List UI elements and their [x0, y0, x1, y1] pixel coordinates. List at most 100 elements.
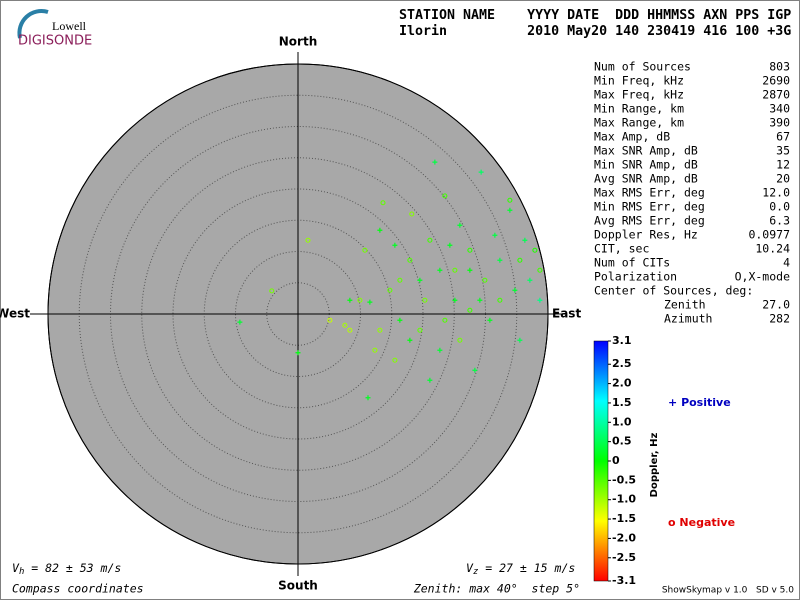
center-value: 282: [769, 312, 790, 326]
stat-value: 4: [783, 256, 790, 270]
stat-label: Doppler Res, Hz: [594, 228, 698, 242]
direction-label: North: [279, 35, 317, 49]
source-positive: [477, 297, 483, 303]
stat-value: 10.24: [755, 242, 790, 256]
center-label: Zenith: [664, 298, 706, 312]
logo-bottom: DIGISONDE: [18, 34, 92, 49]
text-part: Positive: [681, 396, 731, 409]
stat-label: Max SNR Amp, dB: [594, 144, 698, 158]
source-positive: [407, 337, 413, 343]
source-negative: [409, 211, 415, 217]
colorbar-tick-label: 2.5: [612, 357, 632, 370]
source-negative: [442, 193, 448, 199]
source-positive: [392, 242, 398, 248]
header-line: STATION NAME YYYY DATE DDD HHMMSS AXN PP…: [399, 8, 791, 23]
direction-label: East: [552, 307, 581, 321]
legend-entry: o Negative: [668, 516, 735, 529]
source-negative: [457, 337, 463, 343]
stat-label: Num of CITs: [594, 256, 670, 270]
stat-value: 12: [776, 158, 790, 172]
center-title: Center of Sources, deg:: [594, 284, 753, 298]
stat-value: 20: [776, 172, 790, 186]
source-positive: [447, 242, 453, 248]
source-negative: [427, 237, 433, 243]
stat-value: O,X-mode: [735, 270, 790, 284]
stat-label: Min SNR Amp, dB: [594, 158, 698, 172]
stat-value: 0.0: [769, 200, 790, 214]
legend-entry: + Positive: [668, 396, 731, 409]
colorbar-tick-label: -1.5: [612, 512, 636, 525]
source-positive: [457, 222, 463, 228]
stat-label: Max Range, km: [594, 116, 684, 130]
stat-value: 35: [776, 144, 790, 158]
source-negative: [387, 287, 393, 293]
colorbar: [593, 340, 609, 582]
source-negative: [327, 317, 333, 323]
stat-value: 340: [769, 102, 790, 116]
center-label: Azimuth: [664, 312, 712, 326]
stat-value: 390: [769, 116, 790, 130]
text-part: V: [12, 561, 20, 575]
stat-value: 12.0: [762, 186, 790, 200]
stat-value: 0.0977: [748, 228, 790, 242]
source-negative: [517, 257, 523, 263]
text-part: o: [668, 516, 676, 529]
source-negative: [380, 200, 386, 206]
source-negative: [537, 267, 543, 273]
source-negative: [362, 247, 368, 253]
stat-label: Min RMS Err, deg: [594, 200, 705, 214]
stat-value: 6.3: [769, 214, 790, 228]
logo-top: Lowell: [52, 19, 87, 33]
source-positive: [522, 237, 528, 243]
zenith-note: Zenith: max 40° step 5°: [413, 582, 580, 596]
text-part: = 82 ± 53 m/s: [24, 561, 121, 575]
source-positive: [295, 350, 301, 356]
stat-label: Polarization: [594, 270, 677, 284]
colorbar-tick-label: 3.1: [612, 334, 632, 347]
source-negative: [422, 297, 428, 303]
center-value: 27.0: [762, 298, 790, 312]
stat-value: 2870: [762, 88, 790, 102]
source-negative: [417, 327, 423, 333]
source-negative: [442, 317, 448, 323]
colorbar-tick-label: 1.0: [612, 415, 632, 428]
text-part: +: [668, 396, 677, 409]
source-negative: [377, 327, 383, 333]
source-positive: [492, 232, 498, 238]
source-positive: [437, 267, 443, 273]
version-note: ShowSkymap v 1.0 SD v 5.0: [662, 586, 794, 596]
source-positive: [497, 257, 503, 263]
colorbar-tick-label: 1.5: [612, 396, 632, 409]
colorbar-tick-label: 0.5: [612, 435, 632, 448]
source-negative: [305, 237, 311, 243]
stat-value: 2690: [762, 74, 790, 88]
source-negative: [497, 297, 503, 303]
stat-label: Max Freq, kHz: [594, 88, 684, 102]
coords-note: Compass coordinates: [12, 582, 144, 596]
source-positive: [527, 277, 533, 283]
source-negative: [347, 327, 353, 333]
stat-label: Max Amp, dB: [594, 130, 670, 144]
stat-label: Num of Sources: [594, 60, 691, 74]
text-part: = 27 ± 15 m/s: [478, 561, 575, 575]
source-positive: [377, 227, 383, 233]
source-positive: [517, 337, 523, 343]
stat-value: 803: [769, 60, 790, 74]
source-negative: [372, 347, 378, 353]
source-positive: [472, 367, 478, 373]
source-positive: [432, 159, 438, 165]
source-positive: [452, 297, 458, 303]
stat-label: Avg RMS Err, deg: [594, 214, 705, 228]
source-negative: [392, 357, 398, 363]
source-positive: [537, 297, 543, 303]
source-positive: [347, 297, 353, 303]
source-negative: [452, 267, 458, 273]
source-negative: [467, 247, 473, 253]
source-negative: [397, 277, 403, 283]
text-part: z: [473, 567, 478, 577]
stat-label: Min Freq, kHz: [594, 74, 684, 88]
text-part: Negative: [679, 516, 735, 529]
source-positive: [512, 287, 518, 293]
source-positive: [365, 395, 371, 401]
colorbar-tick-label: -0.5: [612, 473, 636, 486]
